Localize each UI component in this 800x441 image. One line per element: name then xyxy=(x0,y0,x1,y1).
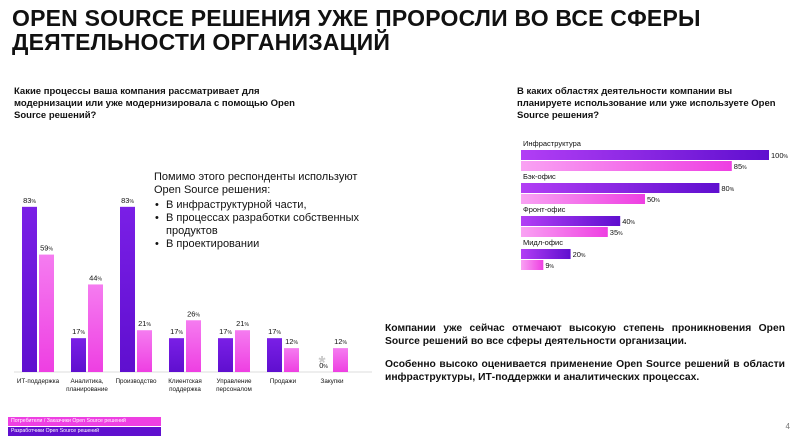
bar-developers xyxy=(521,150,769,160)
bar-value-label: 59% xyxy=(40,244,53,253)
bar-value-label: 40% xyxy=(622,217,635,226)
bar-value-label: 83% xyxy=(121,196,134,205)
bar-developers xyxy=(218,338,233,372)
bar-developers xyxy=(521,249,571,259)
bar-value-label: 0% xyxy=(319,361,328,370)
bar-consumers xyxy=(235,330,250,372)
bar-consumers xyxy=(333,348,348,372)
bar-value-label: 100% xyxy=(771,151,789,160)
conclusion-paragraph-2: Особенно высоко оценивается применение O… xyxy=(385,359,785,383)
category-label: Управление xyxy=(216,378,252,385)
bar-developers xyxy=(521,216,621,226)
category-label: Мидл-офис xyxy=(523,238,563,247)
bar-value-label: 21% xyxy=(236,319,249,328)
legend-developers: Разработчики Open Source решений xyxy=(8,427,161,436)
category-label: Закупки xyxy=(321,378,344,385)
note-item: В проектировании xyxy=(155,238,384,251)
page-title: OPEN SOURCE РЕШЕНИЯ УЖЕ ПРОРОСЛИ ВО ВСЕ … xyxy=(12,5,701,55)
legend-consumers: Потребители / Заказчики Open Source реше… xyxy=(8,417,161,426)
bar-value-label: 21% xyxy=(138,319,151,328)
bar-consumers xyxy=(186,320,201,372)
bar-value-label: 44% xyxy=(89,273,102,282)
category-label: персоналом xyxy=(216,386,252,393)
bar-value-label: 20% xyxy=(573,250,586,259)
bar-value-label: 26% xyxy=(187,309,200,318)
category-label: Инфраструктура xyxy=(523,139,582,148)
conclusion-paragraph-1: Компании уже сейчас отмечают высокую сте… xyxy=(385,323,785,347)
bar-value-label: 17% xyxy=(72,327,85,336)
category-label: Продажи xyxy=(270,378,297,385)
category-label: планирование xyxy=(66,386,108,393)
category-label: Аналитика, xyxy=(71,378,104,385)
bar-consumers xyxy=(137,330,152,372)
chart2-question: В каких областях деятельности компании в… xyxy=(517,86,776,121)
note-item: В процессах разработки собственных проду… xyxy=(155,212,384,238)
bar-developers xyxy=(169,338,184,372)
note-item: В инфраструктурной части, xyxy=(155,199,384,212)
bar-developers xyxy=(22,206,37,372)
bar-value-label: 85% xyxy=(734,162,747,171)
chart1-question: Какие процессы ваша компания рассматрива… xyxy=(14,86,295,121)
category-label: Клиентская xyxy=(168,378,202,385)
bar-developers xyxy=(521,183,720,193)
bar-value-label: 80% xyxy=(721,184,734,193)
bar-developers xyxy=(267,338,282,372)
bar-consumers xyxy=(39,254,54,372)
asterisk-annotation: * xyxy=(318,353,325,373)
bar-value-label: 17% xyxy=(268,327,281,336)
note-list: В инфраструктурной части, В процессах ра… xyxy=(154,199,384,251)
note-intro: Помимо этого респонденты используют Open… xyxy=(154,171,358,196)
category-label: Производство xyxy=(115,378,157,385)
bar-developers xyxy=(71,338,86,372)
bar-consumers xyxy=(521,161,732,171)
bar-consumers xyxy=(521,227,608,237)
bar-consumers xyxy=(88,284,103,372)
bar-value-label: 35% xyxy=(610,228,623,237)
bar-value-label: 17% xyxy=(219,327,232,336)
bar-developers xyxy=(120,206,135,372)
bar-value-label: 9% xyxy=(545,261,554,270)
category-label: ИТ-поддержка xyxy=(17,378,60,385)
bar-consumers xyxy=(284,348,299,372)
category-label: Бэк-офис xyxy=(523,172,556,181)
additional-usage-note: Помимо этого респонденты используют Open… xyxy=(154,171,384,251)
bar-value-label: 12% xyxy=(285,337,298,346)
bar-value-label: 12% xyxy=(334,337,347,346)
bar-value-label: 50% xyxy=(647,195,660,204)
category-label: поддержка xyxy=(169,386,201,393)
bar-consumers xyxy=(521,260,544,270)
category-label: Фронт-офис xyxy=(523,205,566,214)
page-number: 4 xyxy=(785,422,790,431)
bar-value-label: 17% xyxy=(170,327,183,336)
bar-consumers xyxy=(521,194,645,204)
bar-value-label: 83% xyxy=(23,196,36,205)
